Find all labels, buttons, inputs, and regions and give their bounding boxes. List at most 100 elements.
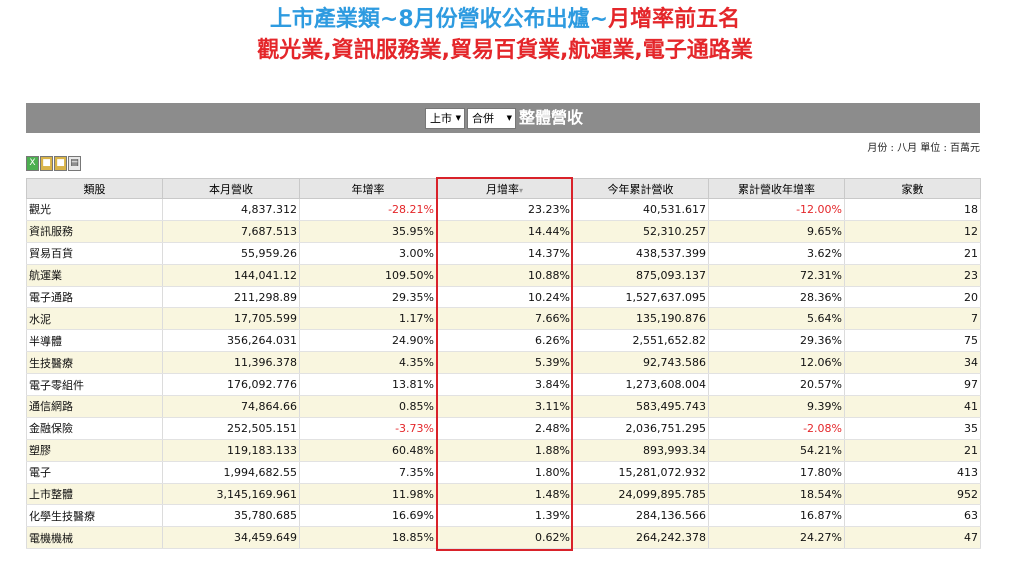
print-icon[interactable]: ▤: [68, 156, 81, 171]
cell-category: 電子零組件: [26, 373, 163, 397]
table-row[interactable]: 貿易百貨 55,959.26 3.00% 14.37% 438,537.399 3.62%…: [26, 242, 981, 265]
table-row[interactable]: 電子零組件 176,092.776 13.81% 3.84% 1,273,608.004…: [26, 373, 981, 397]
cell-category: 觀光: [26, 198, 163, 221]
header-company-count[interactable]: 家數: [844, 178, 981, 199]
cell-mom: 7.66%: [436, 307, 573, 331]
cell-monthly-revenue: 211,298.89: [162, 286, 300, 309]
cell-company-count: 63: [844, 504, 981, 528]
table-row[interactable]: 上市整體 3,145,169.961 11.98% 1.48% 24,099,895.7…: [26, 483, 981, 506]
cell-monthly-revenue: 119,183.133: [162, 439, 300, 462]
cell-company-count: 23: [844, 264, 981, 287]
cell-monthly-revenue: 176,092.776: [162, 373, 300, 397]
cell-ytd-revenue: 24,099,895.785: [572, 483, 709, 506]
cell-monthly-revenue: 17,705.599: [162, 307, 300, 331]
table-row[interactable]: 化學生技醫療 35,780.685 16.69% 1.39% 284,136.566 16…: [26, 504, 981, 528]
cell-ytd-yoy: 20.57%: [708, 373, 845, 397]
cell-category: 化學生技醫療: [26, 504, 163, 528]
cell-ytd-yoy: 5.64%: [708, 307, 845, 331]
cell-company-count: 21: [844, 439, 981, 462]
cell-mom: 1.48%: [436, 483, 573, 506]
table-row[interactable]: 電子 1,994,682.55 7.35% 1.80% 15,281,072.932 17…: [26, 461, 981, 484]
cell-category: 半導體: [26, 329, 163, 353]
cell-monthly-revenue: 4,837.312: [162, 198, 300, 221]
cell-category: 電子通路: [26, 286, 163, 309]
header-ytd-revenue[interactable]: 今年累計營收: [572, 178, 709, 199]
cell-ytd-revenue: 15,281,072.932: [572, 461, 709, 484]
consolidation-select[interactable]: 合併 ▼: [467, 108, 516, 129]
sort-icon: ▾: [518, 185, 523, 195]
cell-category: 航運業: [26, 264, 163, 287]
excel-icon[interactable]: X: [26, 156, 39, 171]
dropdown-arrow-icon: ▼: [506, 114, 512, 122]
cell-mom: 5.39%: [436, 351, 573, 375]
export-toolbar: X ■ ■ ▤: [26, 156, 81, 172]
table-row[interactable]: 電機機械 34,459.649 18.85% 0.62% 264,242.378 24.2…: [26, 526, 981, 550]
page-title-line2: 觀光業,資訊服務業,貿易百貨業,航運業,電子通路業: [257, 38, 753, 63]
cell-ytd-yoy: 54.21%: [708, 439, 845, 462]
cell-company-count: 47: [844, 526, 981, 550]
cell-ytd-yoy: 24.27%: [708, 526, 845, 550]
cell-ytd-revenue: 135,190.876: [572, 307, 709, 331]
table-row[interactable]: 觀光 4,837.312 -28.21% 23.23% 40,531.617 -12.00…: [26, 198, 981, 221]
table-row[interactable]: 生技醫療 11,396.378 4.35% 5.39% 92,743.586 12.06%…: [26, 351, 981, 375]
cell-mom: 10.24%: [436, 286, 573, 309]
cell-monthly-revenue: 55,959.26: [162, 242, 300, 265]
cell-company-count: 413: [844, 461, 981, 484]
cell-mom: 1.39%: [436, 504, 573, 528]
table-row[interactable]: 水泥 17,705.599 1.17% 7.66% 135,190.876 5.64% 7: [26, 307, 981, 331]
lock-icon[interactable]: ■: [40, 156, 53, 171]
header-mom[interactable]: 月增率▾: [436, 178, 573, 199]
cell-yoy: -28.21%: [299, 198, 437, 221]
header-yoy[interactable]: 年增率: [299, 178, 437, 199]
cell-ytd-yoy: 9.65%: [708, 220, 845, 243]
dropdown-arrow-icon: ▼: [455, 114, 461, 122]
page-title-line1: 上市產業類~8月份營收公布出爐~月增率前五名: [0, 6, 1010, 34]
cell-category: 金融保險: [26, 417, 163, 440]
cell-mom: 6.26%: [436, 329, 573, 353]
table-row[interactable]: 航運業 144,041.12 109.50% 10.88% 875,093.137 72.…: [26, 264, 981, 287]
table-row[interactable]: 半導體 356,264.031 24.90% 6.26% 2,551,652.82 29.…: [26, 329, 981, 353]
cell-category: 貿易百貨: [26, 242, 163, 265]
cell-company-count: 35: [844, 417, 981, 440]
cell-ytd-revenue: 438,537.399: [572, 242, 709, 265]
market-select[interactable]: 上市 ▼: [425, 108, 465, 129]
cell-ytd-yoy: 3.62%: [708, 242, 845, 265]
lock-icon[interactable]: ■: [54, 156, 67, 171]
table-row[interactable]: 通信網路 74,864.66 0.85% 3.11% 583,495.743 9.39% 4…: [26, 395, 981, 418]
table-row[interactable]: 塑膠 119,183.133 60.48% 1.88% 893,993.34 54.21%…: [26, 439, 981, 462]
cell-monthly-revenue: 144,041.12: [162, 264, 300, 287]
title-blue-text: 上市產業類~8月份營收公布出爐~: [269, 7, 609, 32]
cell-category: 生技醫療: [26, 351, 163, 375]
cell-ytd-revenue: 1,273,608.004: [572, 373, 709, 397]
cell-category: 資訊服務: [26, 220, 163, 243]
header-monthly-revenue[interactable]: 本月營收: [162, 178, 300, 199]
cell-yoy: 109.50%: [299, 264, 437, 287]
cell-yoy: 7.35%: [299, 461, 437, 484]
table-row[interactable]: 資訊服務 7,687.513 35.95% 14.44% 52,310.257 9.65%…: [26, 220, 981, 243]
cell-category: 電機機械: [26, 526, 163, 550]
cell-company-count: 41: [844, 395, 981, 418]
cell-monthly-revenue: 252,505.151: [162, 417, 300, 440]
header-category[interactable]: 類股: [26, 178, 163, 199]
cell-category: 上市整體: [26, 483, 163, 506]
cell-monthly-revenue: 11,396.378: [162, 351, 300, 375]
cell-company-count: 34: [844, 351, 981, 375]
cell-company-count: 7: [844, 307, 981, 331]
cell-yoy: -3.73%: [299, 417, 437, 440]
header-ytd-yoy[interactable]: 累計營收年增率: [708, 178, 845, 199]
market-select-value: 上市: [430, 112, 452, 125]
cell-ytd-revenue: 52,310.257: [572, 220, 709, 243]
cell-ytd-yoy: -2.08%: [708, 417, 845, 440]
table-row[interactable]: 電子通路 211,298.89 29.35% 10.24% 1,527,637.095 2…: [26, 286, 981, 309]
title-red-text: 月增率前五名: [608, 7, 741, 32]
cell-yoy: 60.48%: [299, 439, 437, 462]
cell-ytd-yoy: 18.54%: [708, 483, 845, 506]
cell-ytd-yoy: 16.87%: [708, 504, 845, 528]
cell-ytd-revenue: 583,495.743: [572, 395, 709, 418]
cell-monthly-revenue: 3,145,169.961: [162, 483, 300, 506]
cell-ytd-revenue: 40,531.617: [572, 198, 709, 221]
panel-heading: 整體營收: [519, 108, 584, 127]
cell-mom: 1.88%: [436, 439, 573, 462]
table-row[interactable]: 金融保險 252,505.151 -3.73% 2.48% 2,036,751.295-…: [26, 417, 981, 440]
cell-mom: 3.11%: [436, 395, 573, 418]
